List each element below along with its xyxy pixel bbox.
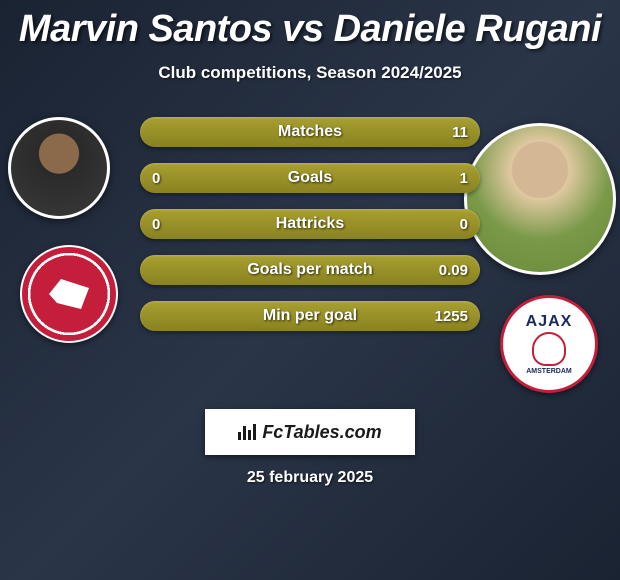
stat-left-value: 0 [152,216,160,233]
stat-label: Goals [288,169,332,187]
bars-icon [238,424,256,440]
stat-right-value: 0.09 [439,262,468,279]
brand-text: FcTables.com [262,422,381,443]
stat-right-value: 1255 [435,308,468,325]
stats-container: Matches 11 0 Goals 1 0 Hattricks 0 Goals… [140,117,480,347]
stat-right-value: 1 [460,170,468,187]
ajax-head-icon [532,332,566,366]
stat-row-hattricks: 0 Hattricks 0 [140,209,480,239]
stat-label: Min per goal [263,307,357,325]
stat-label: Goals per match [247,261,372,279]
player1-photo [8,117,110,219]
subtitle: Club competitions, Season 2024/2025 [0,63,620,83]
stat-row-goals-per-match: Goals per match 0.09 [140,255,480,285]
player2-photo [464,123,616,275]
stat-row-min-per-goal: Min per goal 1255 [140,301,480,331]
stat-left-value: 0 [152,170,160,187]
stat-row-goals: 0 Goals 1 [140,163,480,193]
stat-label: Hattricks [276,215,344,233]
stat-right-value: 0 [460,216,468,233]
player1-name: Marvin Santos [19,8,272,50]
stat-right-value: 11 [452,124,468,141]
player2-club-logo: AJAX AMSTERDAM [500,295,598,393]
stat-label: Matches [278,123,342,141]
comparison-content: AJAX AMSTERDAM Matches 11 0 Goals 1 0 Ha… [0,113,620,393]
player1-club-logo [20,245,118,343]
stat-row-matches: Matches 11 [140,117,480,147]
brand-logo[interactable]: FcTables.com [205,409,415,455]
player2-name: Daniele Rugani [334,8,602,50]
ajax-text-bottom: AMSTERDAM [526,368,573,375]
ajax-text-top: AJAX [526,314,573,330]
date-text: 25 february 2025 [0,469,620,487]
vs-text: vs [282,8,323,50]
comparison-title: Marvin Santos vs Daniele Rugani [0,0,620,51]
